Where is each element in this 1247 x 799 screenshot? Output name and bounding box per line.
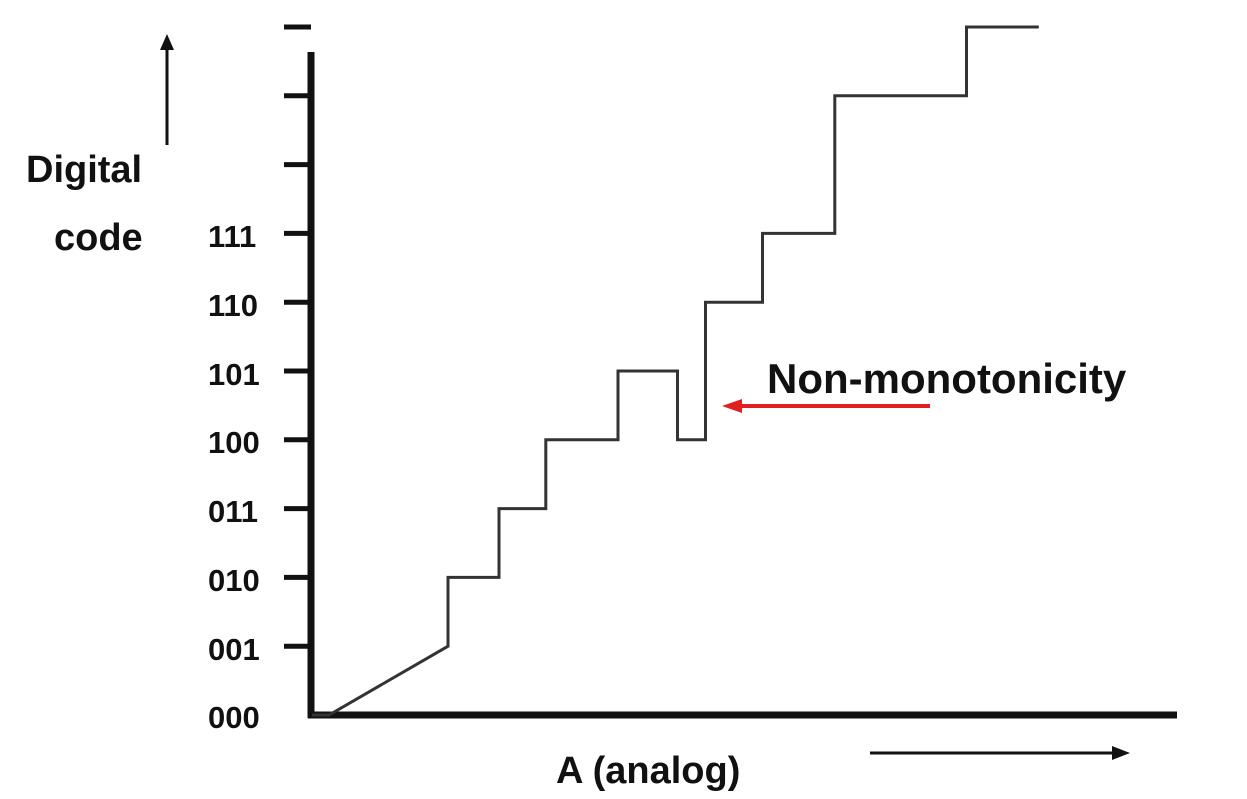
y-tick-label-100: 100 bbox=[208, 425, 260, 460]
staircase-transfer-curve bbox=[312, 25, 1039, 717]
y-tick-label-010: 010 bbox=[208, 563, 260, 598]
non-monotonicity-label: Non-monotonicity bbox=[767, 355, 1127, 402]
y-tick-label-011: 011 bbox=[208, 494, 258, 529]
y-tick-labels: 000 001 010 011 100 101 110 111 bbox=[208, 219, 260, 735]
y-tick-label-001: 001 bbox=[208, 632, 260, 667]
y-tick-label-101: 101 bbox=[208, 357, 260, 392]
y-axis-title-line1: Digital bbox=[26, 149, 142, 191]
x-axis-title: A (analog) bbox=[556, 750, 740, 792]
y-tick-label-111: 111 bbox=[208, 219, 256, 254]
y-direction-arrow bbox=[160, 34, 174, 145]
y-axis-title-line2: code bbox=[54, 217, 143, 259]
x-direction-arrow bbox=[870, 746, 1130, 760]
non-monotonicity-arrow bbox=[722, 399, 930, 413]
y-tick-label-110: 110 bbox=[208, 288, 258, 323]
y-ticks bbox=[284, 24, 311, 649]
y-tick-label-000: 000 bbox=[208, 700, 260, 735]
